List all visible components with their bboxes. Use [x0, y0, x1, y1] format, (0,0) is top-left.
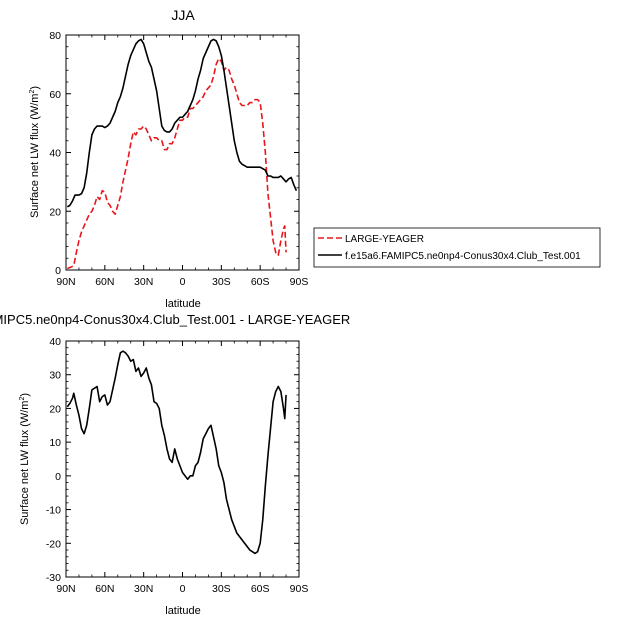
bottom-series-group [66, 350, 287, 555]
bottom-y-tick-label-40: 40 [49, 336, 61, 348]
bottom-x-tick-label-60n: 60N [95, 583, 114, 595]
top-series-line-large-yeager [67, 57, 287, 270]
top-y-axis-label-sup: 2 [29, 90, 36, 94]
top-y-tick-label-0: 0 [55, 265, 61, 277]
bottom-x-tick-label-90n: 90N [56, 583, 75, 595]
top-y-tick-label-20: 20 [49, 206, 61, 218]
legend-box [313, 227, 601, 268]
top-y-ticks: 0 20 40 60 80 [49, 30, 299, 277]
top-x-tick-label-60n: 60N [95, 276, 114, 288]
top-x-ticks: 90N 60N 30N 0 30S 60S 90S [56, 35, 308, 288]
top-x-tick-label-30s: 30S [212, 276, 231, 288]
bottom-y-tick-label-30: -30 [46, 572, 61, 584]
legend-label-model: f.e15a6.FAMIPC5.ne0np4-Conus30x4.Club_Te… [345, 251, 581, 262]
bottom-x-axis-label: latitude [165, 605, 200, 617]
top-x-tick-label-30n: 30N [134, 276, 153, 288]
top-y-tick-label-40: 40 [49, 148, 61, 160]
top-y-tick-label-80: 80 [49, 30, 61, 42]
top-series-group [66, 38, 298, 270]
top-y-axis-label-base: Surface net LW flux (W/m [29, 94, 41, 219]
bottom-series-line-difference [66, 350, 287, 555]
bottom-x-tick-label-30n: 30N [134, 583, 153, 595]
bottom-x-tick-label-30s: 30S [212, 583, 231, 595]
bottom-y-tick-label-30: 30 [49, 370, 61, 382]
bottom-y-axis-label-tail: ) [19, 393, 31, 397]
top-plot-frame [65, 34, 300, 271]
bottom-x-ticks: 90N 60N 30N 0 30S 60S 90S [56, 341, 308, 595]
bottom-y-tick-label-20: 20 [49, 403, 61, 415]
legend-label-large-yeager: LARGE-YEAGER [345, 234, 424, 245]
top-x-tick-label-90n: 90N [56, 276, 75, 288]
top-panel: JJA Surface net LW flux (W/m2) 020406080… [29, 7, 308, 310]
top-series-line-f-e15a6-famipc5-ne0np4-conus30x4-club-test-001 [66, 38, 298, 208]
top-x-tick-label-90s: 90S [290, 276, 309, 288]
top-x-tick-label-0: 0 [180, 276, 186, 288]
bottom-x-tick-label-60s: 60S [251, 583, 270, 595]
bottom-y-tick-label-10: -10 [46, 505, 61, 517]
bottom-y-tick-label-10: 10 [49, 437, 61, 449]
top-chart-title: JJA [171, 7, 195, 23]
bottom-y-tick-label-20: -20 [46, 538, 61, 550]
top-x-tick-label-60s: 60S [251, 276, 270, 288]
top-y-axis-label-tail: ) [29, 86, 41, 90]
legend: LARGE-YEAGER f.e15a6.FAMIPC5.ne0np4-Conu… [313, 227, 601, 268]
top-y-axis-label: Surface net LW flux (W/m2) [29, 86, 41, 218]
bottom-x-tick-label-0: 0 [180, 583, 186, 595]
bottom-y-axis-label-sup: 2 [19, 397, 26, 401]
bottom-panel: f.e15a6.FAMIPC5.ne0np4-Conus30x4.Club_Te… [0, 312, 350, 617]
bottom-plot-frame [65, 340, 300, 578]
top-x-axis-label: latitude [165, 298, 200, 310]
bottom-chart-title: f.e15a6.FAMIPC5.ne0np4-Conus30x4.Club_Te… [0, 312, 350, 327]
bottom-x-tick-label-90s: 90S [290, 583, 309, 595]
top-y-tick-label-60: 60 [49, 89, 61, 101]
bottom-y-tick-label-0: 0 [55, 471, 61, 483]
bottom-y-axis-label-base: Surface net LW flux (W/m [19, 401, 31, 526]
bottom-y-axis-label: Surface net LW flux (W/m2) [19, 393, 31, 525]
